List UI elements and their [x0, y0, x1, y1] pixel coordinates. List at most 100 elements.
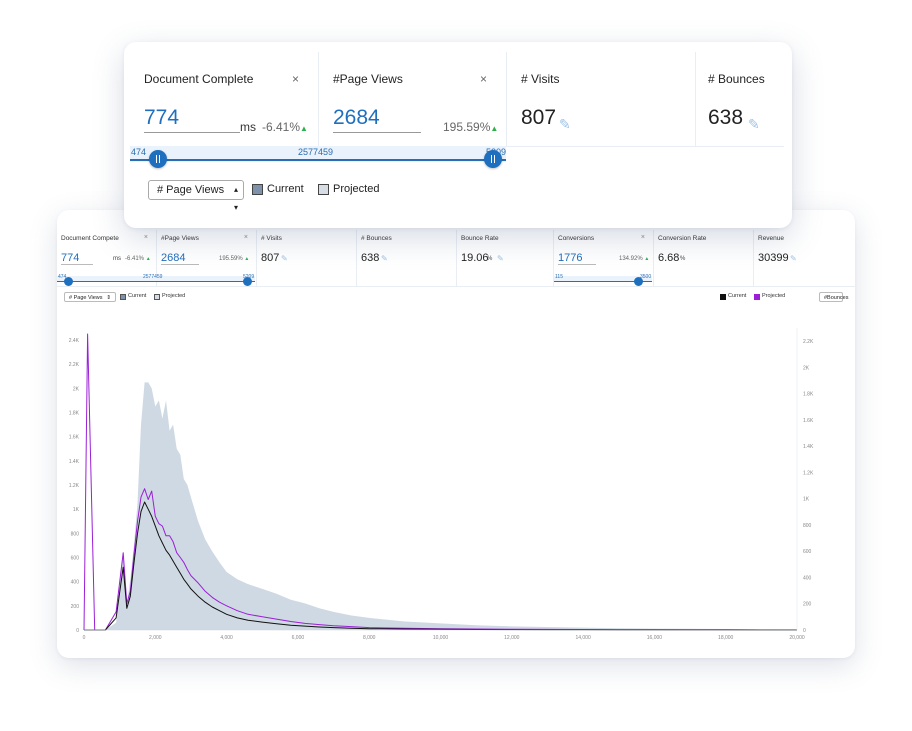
metric-page-views[interactable]: #Page Views × 2684 195.59% ▲ — [157, 230, 257, 286]
y-left-tick-label: 1.8K — [69, 411, 80, 417]
slider-track — [130, 159, 506, 161]
divider — [506, 146, 784, 147]
zoom-metric-bounces[interactable]: # Bounces 638 ✎ — [696, 52, 792, 147]
close-icon[interactable]: × — [292, 72, 300, 86]
metric-document-complete[interactable]: Document Compete × 774 ms -6.41% ▲ — [57, 230, 157, 286]
close-icon[interactable]: × — [143, 234, 148, 241]
slider-min-label: 474 — [58, 274, 67, 280]
y-right-tick-label: 1.8K — [803, 392, 814, 398]
metric-value: 807 — [261, 252, 280, 264]
up-arrow-icon: ▲ — [644, 256, 650, 262]
close-icon[interactable]: × — [480, 72, 488, 86]
metric-value[interactable]: 2684 — [333, 106, 421, 133]
legend-projected-swatch[interactable] — [154, 294, 160, 300]
metric-label: # Bounces — [361, 235, 392, 242]
metric-change: 134.92% ▲ — [619, 256, 650, 262]
y-right-tick-label: 400 — [803, 575, 812, 581]
metric-visits[interactable]: # Visits 807 ✎ — [257, 230, 357, 286]
metric-change: 195.59%▲ — [443, 120, 499, 134]
metric-change: 195.59% ▲ — [219, 256, 250, 262]
pencil-icon[interactable]: ✎ — [281, 254, 288, 263]
x-tick-label: 8,000 — [363, 635, 376, 641]
metric-label: Conversion Rate — [658, 235, 707, 242]
legend-projected-swatch[interactable] — [318, 184, 329, 195]
pencil-icon[interactable]: ✎ — [790, 254, 797, 263]
legend-current-line-swatch[interactable] — [720, 294, 726, 300]
metric-change: -6.41%▲ — [262, 120, 308, 134]
slider-track — [57, 281, 255, 282]
metric-value: 638 — [361, 252, 380, 264]
projected-area — [84, 382, 797, 630]
legend-projected-line-swatch[interactable] — [754, 294, 760, 300]
right-axis-select[interactable]: #Bounces — [819, 292, 848, 302]
slider-handle-left[interactable] — [149, 150, 167, 168]
x-tick-label: 20,000 — [789, 635, 805, 641]
slider-handle-left[interactable] — [64, 277, 73, 286]
y-left-tick-label: 400 — [71, 580, 80, 586]
range-slider-conversions[interactable]: 115 3500 — [554, 274, 652, 282]
chart-toolbar: # Page Views ⇕ Current Projected Current… — [57, 292, 855, 306]
y-right-tick-label: 1.4K — [803, 444, 814, 450]
metric-unit: % — [680, 256, 686, 262]
slider-handle-right[interactable] — [484, 150, 502, 168]
close-icon[interactable]: × — [243, 234, 248, 241]
slider-center-label: 2577459 — [298, 147, 334, 157]
metric-change: -6.41% ▲ — [125, 256, 151, 262]
y-left-tick-label: 1.4K — [69, 459, 80, 465]
select-arrow-icon: ▴ ▾ — [233, 185, 238, 212]
metric-select[interactable]: # Page Views ⇕ — [64, 292, 116, 302]
legend-current-swatch[interactable] — [120, 294, 126, 300]
metric-revenue[interactable]: Revenue 30399 ✎ — [754, 230, 855, 286]
y-right-tick-label: 1.6K — [803, 418, 814, 424]
slider-handle-right[interactable] — [243, 277, 252, 286]
y-left-tick-label: 1.2K — [69, 483, 80, 489]
pencil-icon[interactable]: ✎ — [381, 254, 388, 263]
slider-track — [554, 281, 652, 282]
metric-label: # Visits — [261, 235, 282, 242]
range-slider-page-views[interactable]: 474 2577459 5209 — [57, 274, 255, 282]
metric-label: # Visits — [521, 72, 560, 86]
legend-current-label: Current — [267, 183, 304, 195]
metric-unit: ms — [240, 120, 256, 134]
metric-value: 19.06 — [461, 252, 489, 264]
metric-bounces[interactable]: # Bounces 638 ✎ — [357, 230, 457, 286]
metric-value[interactable]: 2684 — [161, 252, 200, 265]
metric-unit: % — [487, 256, 493, 262]
metric-select[interactable]: # Page Views ▴ ▾ — [148, 180, 244, 212]
x-tick-label: 6,000 — [292, 635, 305, 641]
metric-label: Conversions — [558, 235, 595, 242]
metric-conversions[interactable]: Conversions × 1776 134.92% ▲ — [554, 230, 654, 286]
metric-bounce-rate[interactable]: Bounce Rate 19.06 % ✎ — [457, 230, 554, 286]
metric-value[interactable]: 774 — [61, 252, 94, 265]
legend-current-swatch[interactable] — [252, 184, 263, 195]
x-tick-label: 2,000 — [149, 635, 162, 641]
zoom-range-slider[interactable]: 474 2577459 5209 — [130, 146, 506, 162]
metric-label: #Page Views — [161, 235, 199, 242]
metric-value[interactable]: 774 — [144, 106, 240, 133]
y-left-tick-label: 200 — [71, 604, 80, 610]
pencil-icon[interactable]: ✎ — [748, 116, 760, 132]
slider-min-label: 474 — [131, 147, 147, 157]
x-tick-label: 18,000 — [718, 635, 734, 641]
zoom-metric-page-views[interactable]: #Page Views × 2684 195.59%▲ — [319, 52, 507, 147]
zoom-metric-document-complete[interactable]: Document Complete × 774 ms -6.41%▲ — [124, 52, 319, 147]
y-right-tick-label: 2.2K — [803, 339, 814, 345]
close-icon[interactable]: × — [640, 234, 645, 241]
pencil-icon[interactable]: ✎ — [559, 116, 571, 132]
pencil-icon[interactable]: ✎ — [497, 254, 504, 263]
metric-conversion-rate[interactable]: Conversion Rate 6.68 % — [654, 230, 754, 286]
x-tick-label: 0 — [83, 635, 86, 641]
metric-value[interactable]: 1776 — [558, 252, 597, 265]
x-tick-label: 12,000 — [504, 635, 520, 641]
metric-value: 807 — [521, 106, 557, 129]
metric-label: Document Compete — [61, 235, 119, 242]
metric-label: # Bounces — [708, 72, 765, 86]
slider-handle-right[interactable] — [634, 277, 643, 286]
zoom-metric-visits[interactable]: # Visits 807 ✎ — [507, 52, 696, 147]
metric-row: Document Compete × 774 ms -6.41% ▲ #Page… — [57, 230, 855, 287]
metric-label: Bounce Rate — [461, 235, 499, 242]
slider-min-label: 115 — [555, 274, 563, 280]
legend-projected-label: Projected — [162, 293, 186, 299]
y-left-tick-label: 800 — [71, 531, 80, 537]
y-left-tick-label: 1K — [73, 507, 80, 513]
